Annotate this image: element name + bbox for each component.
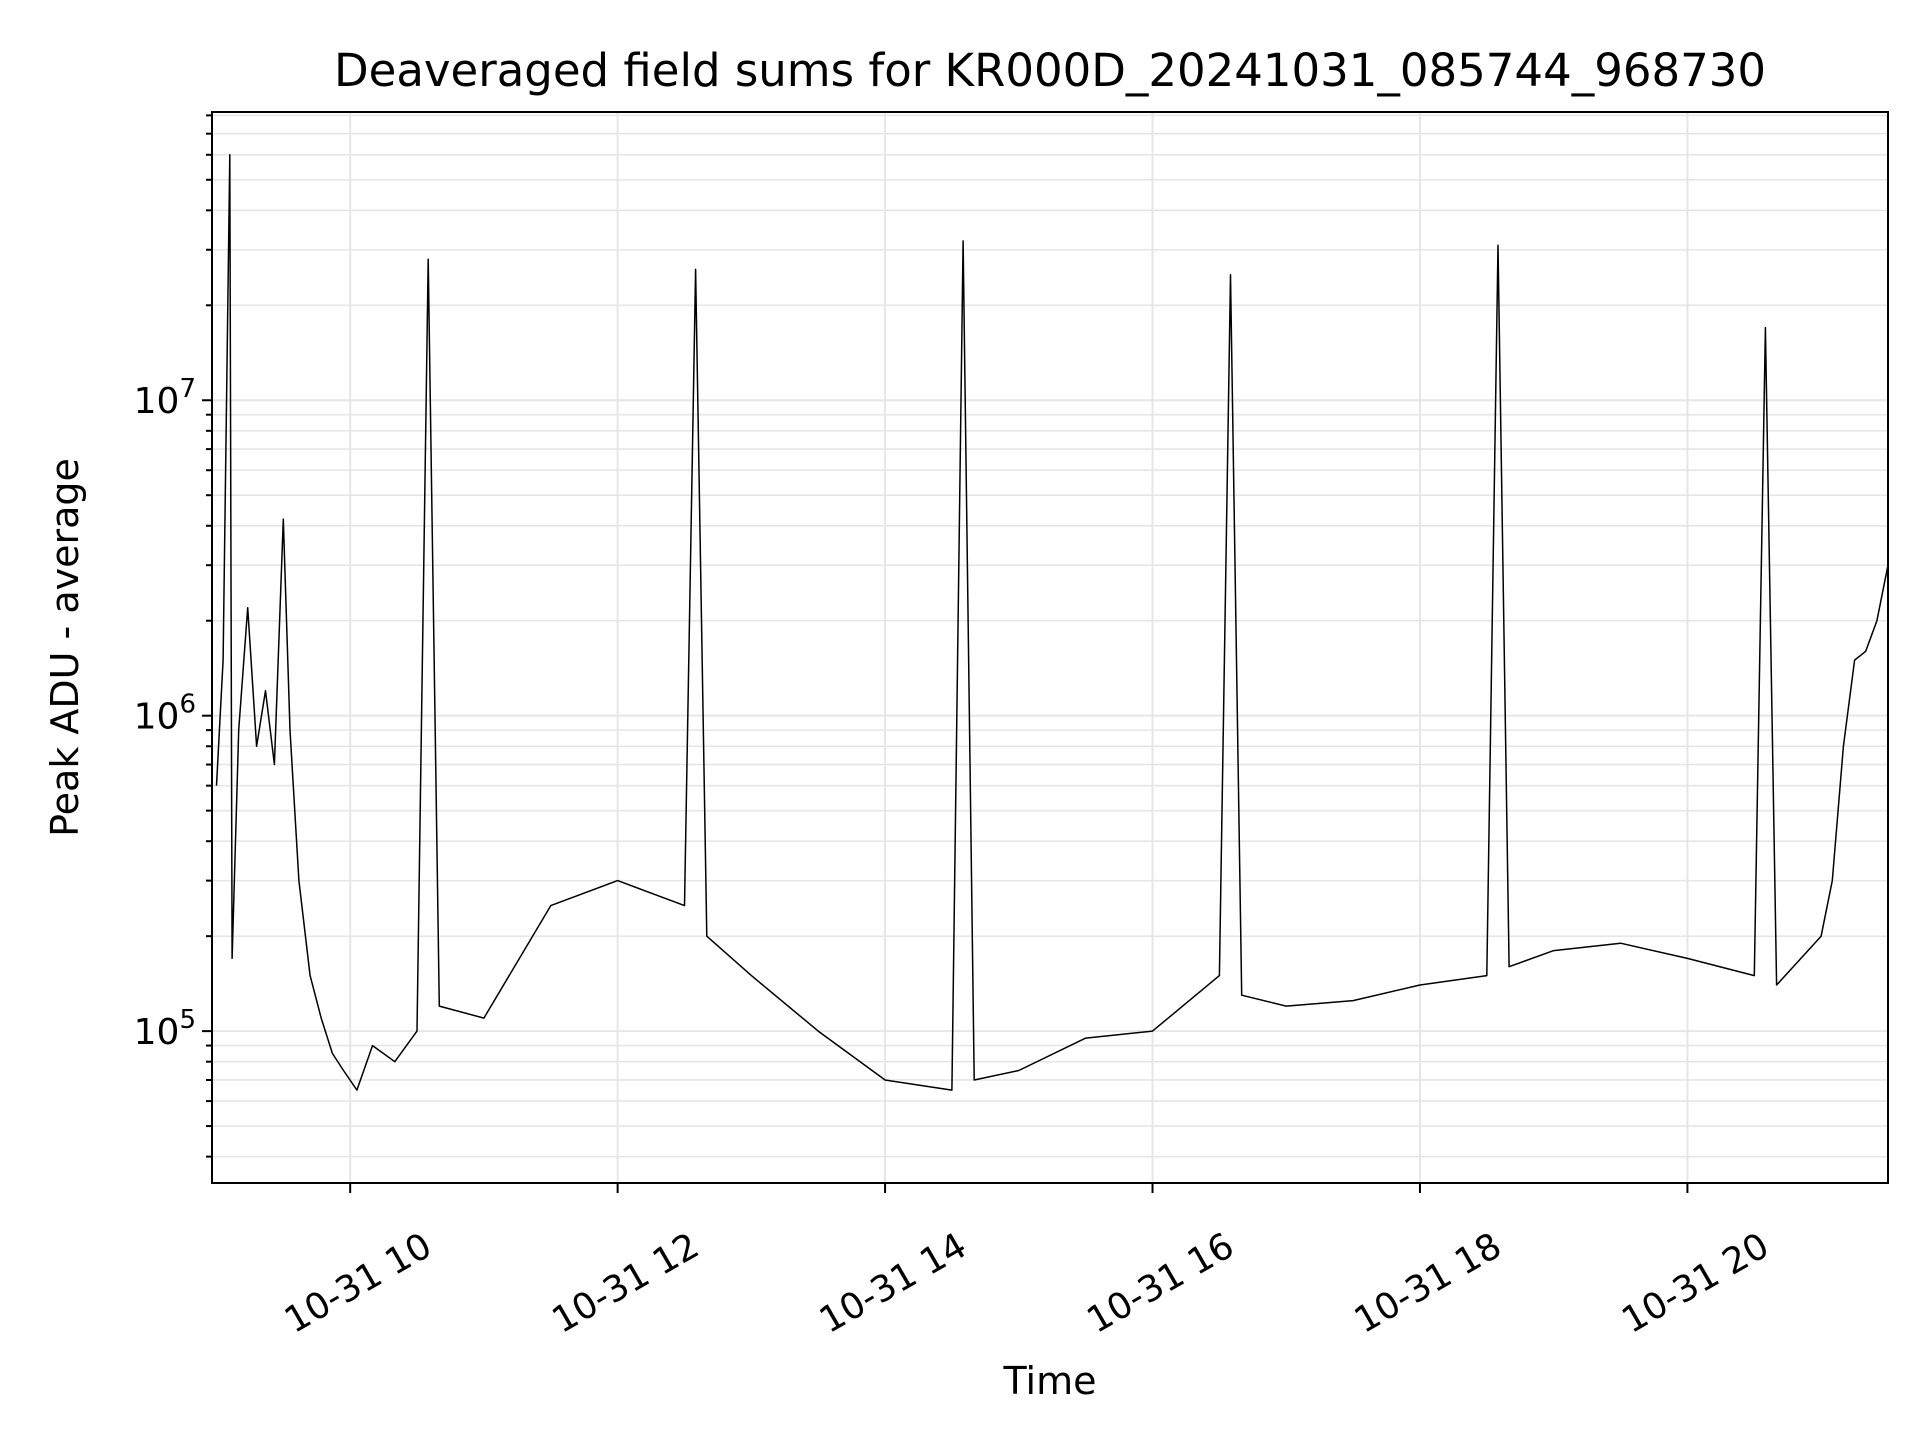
chart-title: Deaveraged field sums for KR000D_2024103… — [334, 44, 1766, 97]
plot-frame — [211, 111, 1889, 1184]
series-layer — [215, 154, 1888, 1091]
y-tick-label: 106 — [134, 690, 196, 738]
y-tick-label: 105 — [134, 1005, 196, 1053]
grid — [212, 112, 1888, 1183]
y-tick-label: 107 — [134, 374, 196, 422]
y-ticks: 105 106 107 — [134, 114, 212, 1158]
series-line — [215, 154, 1888, 1091]
x-axis-label: Time — [1003, 1359, 1097, 1403]
y-axis-label: Peak ADU - average — [43, 458, 87, 837]
